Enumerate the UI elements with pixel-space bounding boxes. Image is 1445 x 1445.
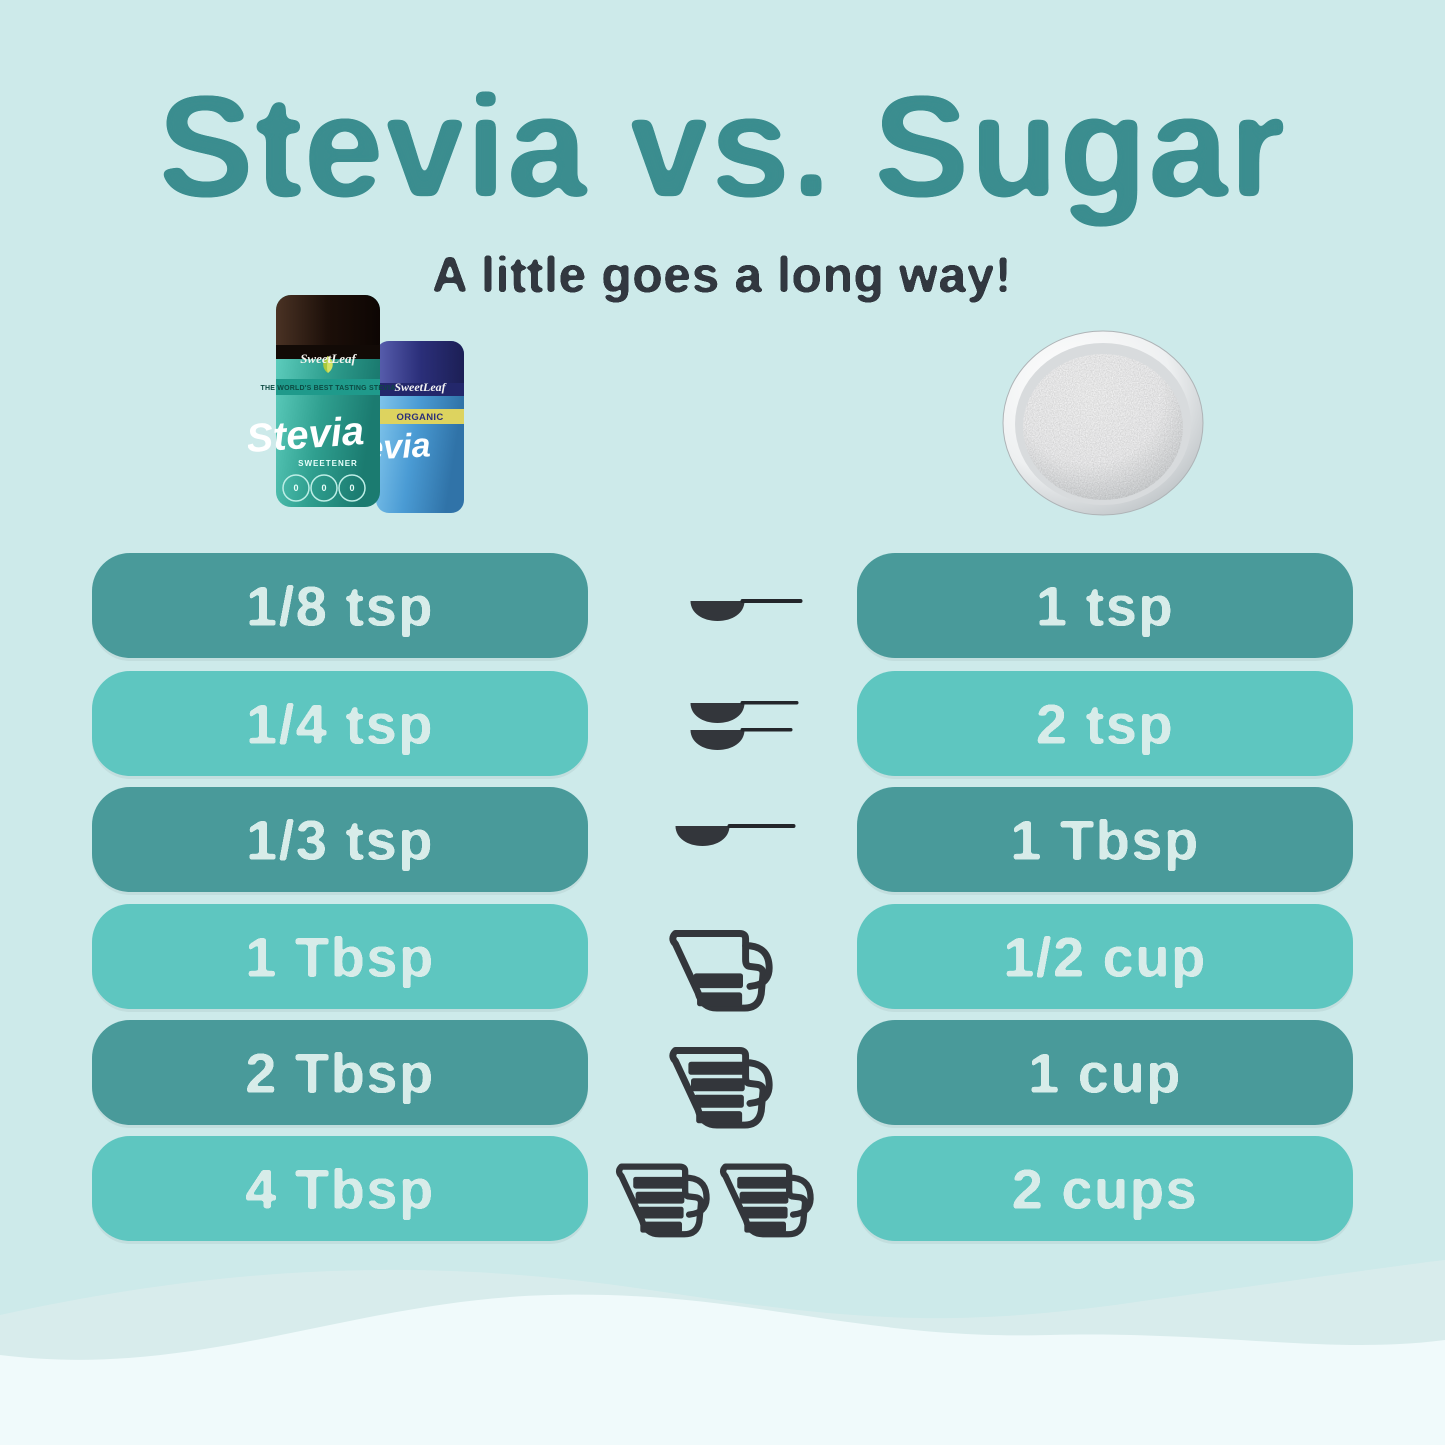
svg-text:THE WORLD'S BEST TASTING STEVI: THE WORLD'S BEST TASTING STEVIA — [261, 385, 396, 392]
svg-text:Stevia: Stevia — [248, 409, 365, 461]
svg-text:0: 0 — [321, 483, 326, 493]
svg-text:0: 0 — [293, 483, 298, 493]
svg-text:SweetLeaf: SweetLeaf — [300, 351, 357, 366]
svg-text:0: 0 — [349, 483, 354, 493]
svg-text:Stevia vs. Sugar: Stevia vs. Sugar — [158, 78, 1287, 227]
svg-text:ORGANIC: ORGANIC — [397, 412, 444, 423]
svg-text:SWEETENER: SWEETENER — [298, 459, 358, 468]
svg-text:SweetLeaf: SweetLeaf — [394, 380, 446, 394]
svg-text:A little goes a long way!: A little goes a long way! — [432, 247, 1012, 303]
